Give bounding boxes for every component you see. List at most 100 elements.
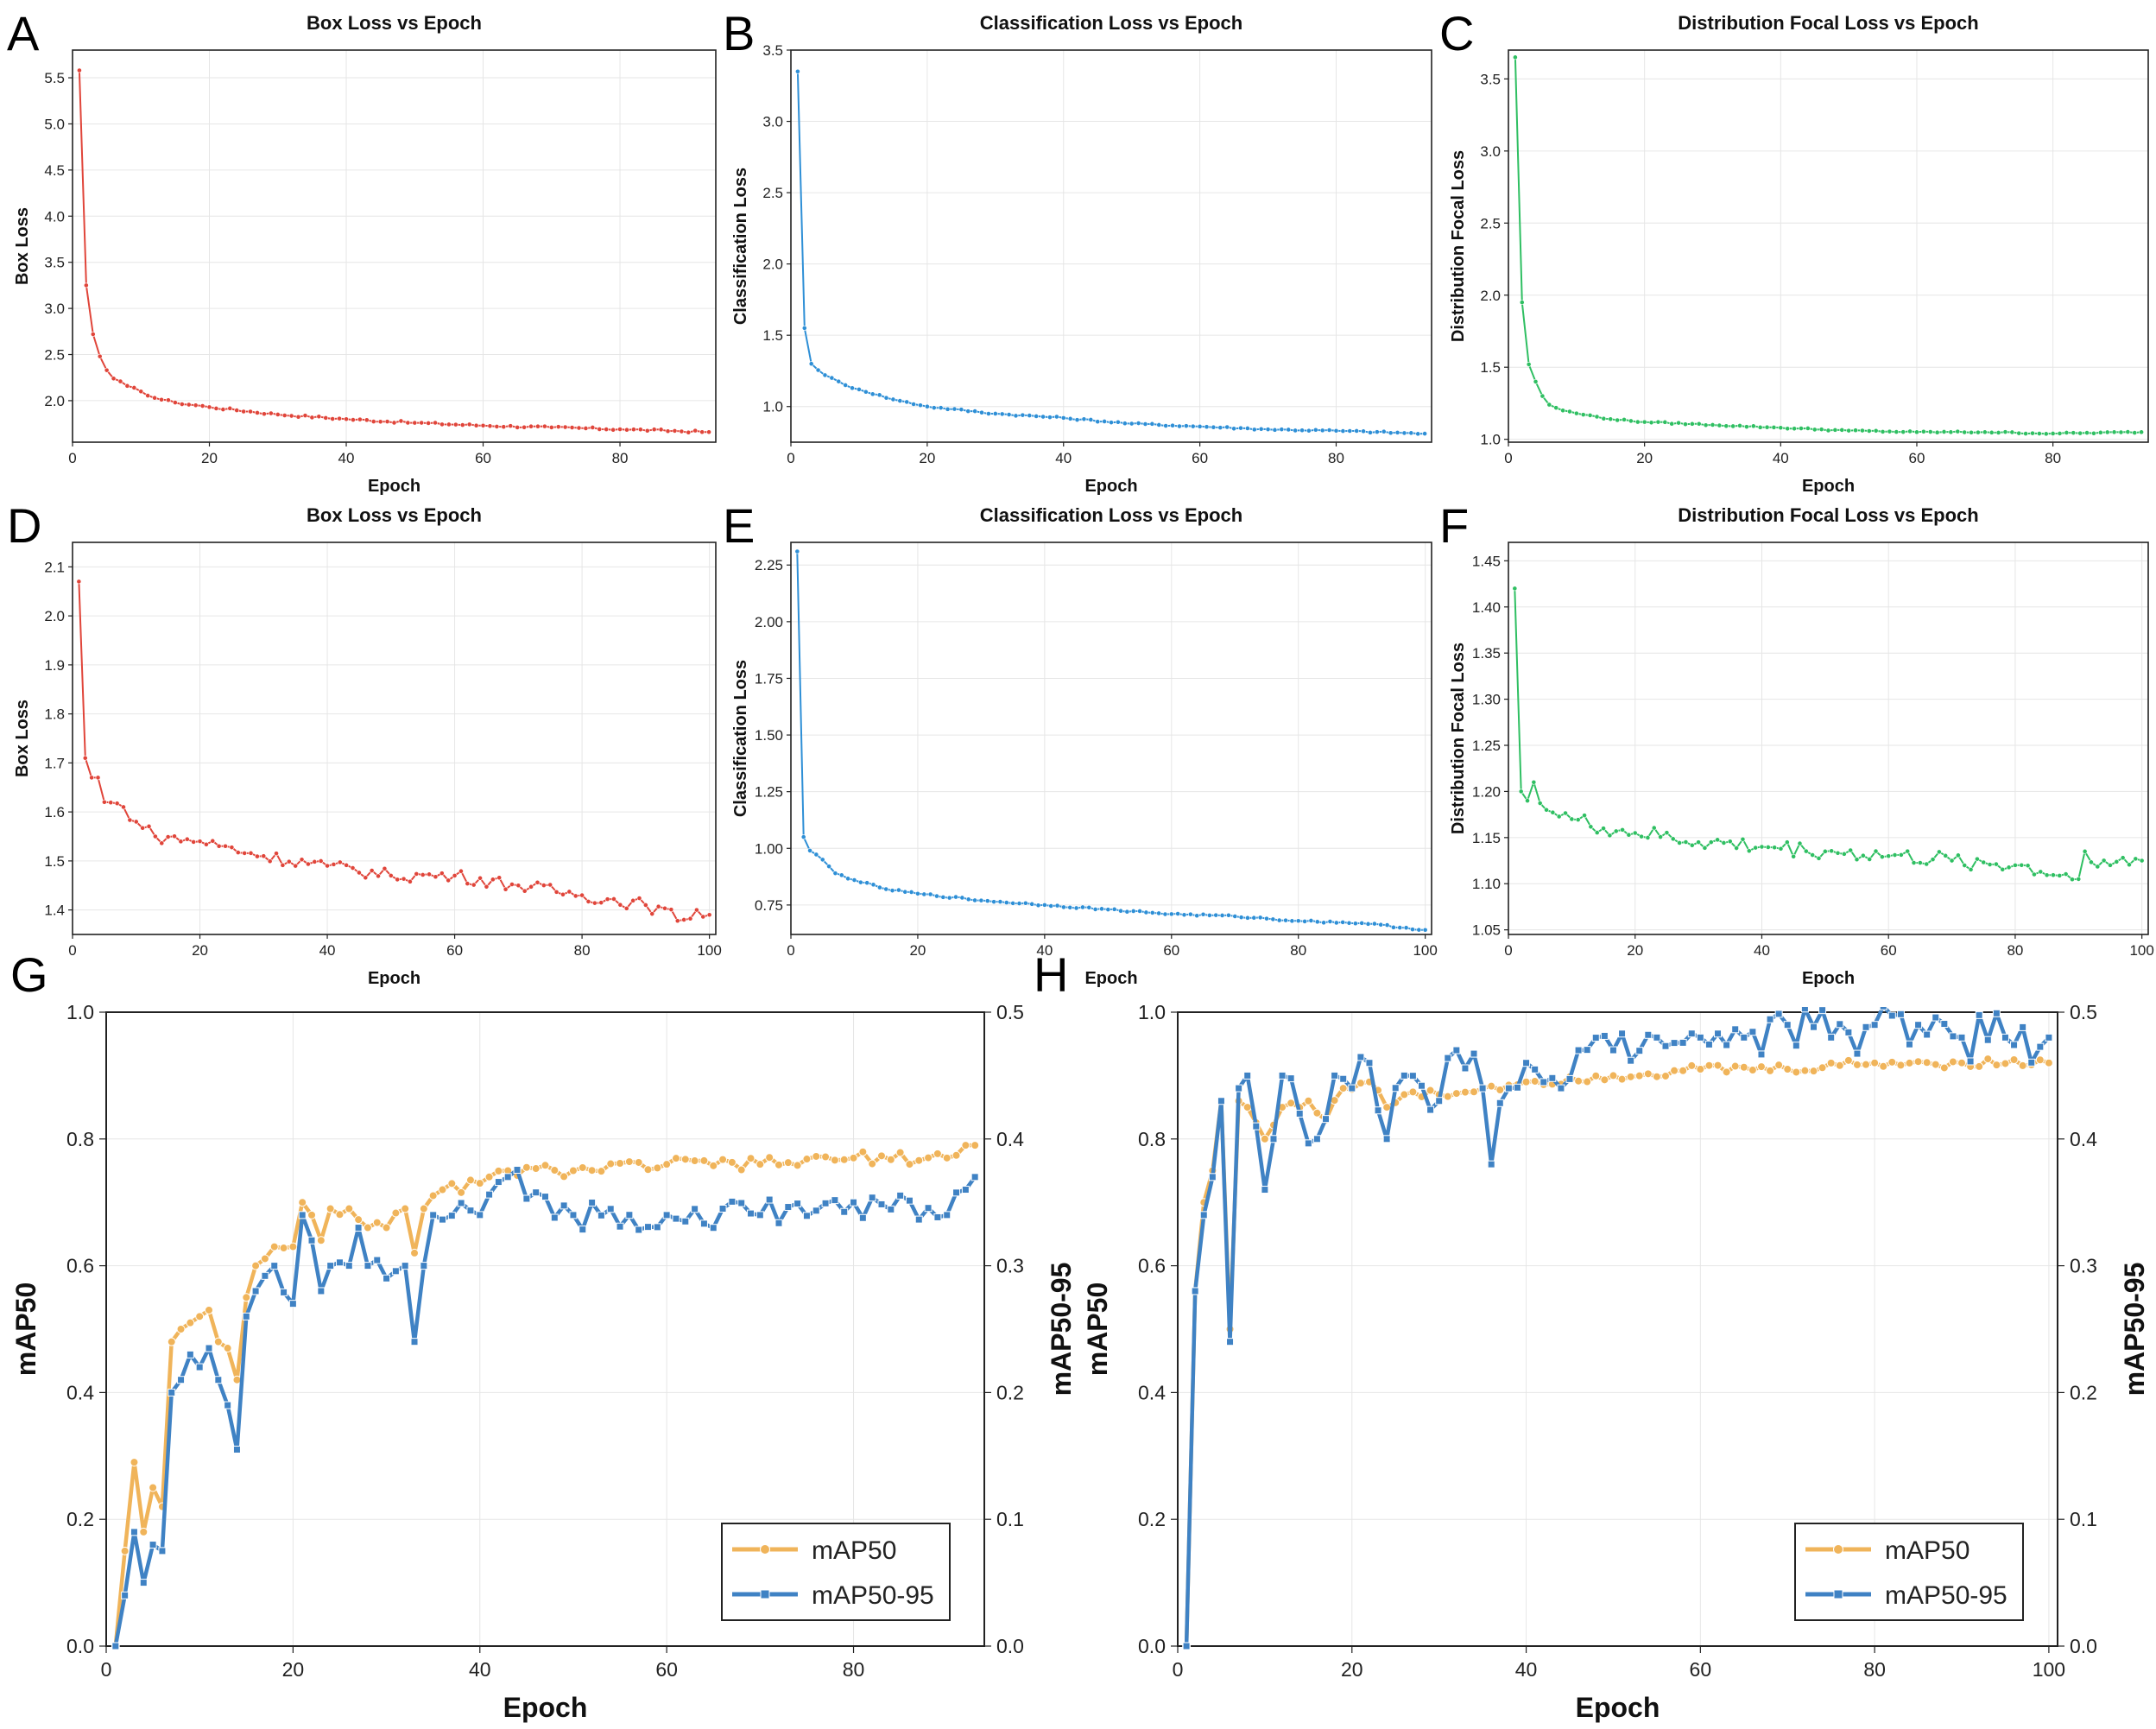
- data-point: [1238, 425, 1243, 431]
- data-point: [1521, 1077, 1531, 1086]
- data-point: [1704, 1061, 1714, 1070]
- data-point: [718, 1204, 727, 1213]
- y-tick-label: 1.0: [1138, 1001, 1166, 1023]
- data-point: [624, 1157, 634, 1167]
- chart-title: Classification Loss vs Epoch: [980, 504, 1242, 526]
- chart-title: Box Loss vs Epoch: [307, 12, 482, 34]
- y-axis-label: mAP50: [1082, 1282, 1113, 1377]
- y-tick-label: 0.6: [1138, 1255, 1166, 1277]
- data-point: [566, 889, 572, 895]
- legend-box: [721, 1523, 951, 1621]
- data-point: [808, 361, 814, 367]
- y-tick-label: 1.45: [1472, 553, 1501, 569]
- y-right-tick-label: 0.1: [996, 1508, 1024, 1530]
- data-point: [186, 1350, 194, 1358]
- x-tick-label: 80: [1863, 1658, 1886, 1681]
- x-tick-label: 60: [1192, 450, 1208, 466]
- data-point: [331, 861, 337, 867]
- data-point: [972, 897, 977, 903]
- data-point: [1922, 1058, 1932, 1067]
- series-box-loss: [77, 67, 711, 435]
- data-point: [1896, 1061, 1906, 1070]
- data-point: [1279, 427, 1285, 433]
- data-point: [351, 417, 356, 423]
- data-point: [2044, 872, 2050, 878]
- data-point: [288, 413, 294, 419]
- data-point: [911, 402, 916, 407]
- data-point: [857, 879, 863, 885]
- data-point: [316, 1236, 326, 1245]
- data-point: [1848, 847, 1854, 853]
- data-point: [1920, 428, 1926, 434]
- data-point: [1825, 428, 1831, 434]
- data-point: [569, 425, 575, 430]
- data-point: [952, 1188, 961, 1197]
- x-tick-label: 0: [1173, 1658, 1184, 1681]
- series-line: [1184, 1007, 2051, 1647]
- data-point: [1822, 848, 1828, 854]
- data-point: [1224, 424, 1230, 430]
- y-tick-label: 0.4: [66, 1381, 94, 1403]
- data-point: [547, 882, 553, 888]
- data-point: [376, 873, 381, 879]
- data-point: [1887, 1057, 1897, 1067]
- data-point: [1226, 1338, 1235, 1346]
- data-point: [337, 859, 343, 865]
- data-point: [1658, 834, 1663, 839]
- data-point: [927, 891, 933, 897]
- data-point: [260, 1254, 269, 1264]
- data-point: [1818, 427, 1824, 433]
- data-point: [108, 800, 114, 806]
- data-point: [274, 851, 279, 857]
- data-point: [1557, 1084, 1565, 1092]
- data-point: [446, 877, 452, 884]
- data-point: [651, 427, 657, 433]
- y-axis-label: Distribution Focal Loss: [1449, 150, 1468, 342]
- data-point: [1957, 1033, 1966, 1042]
- data-point: [471, 882, 477, 888]
- data-point: [1356, 1053, 1365, 1061]
- data-point: [1873, 428, 1879, 434]
- series-line: [796, 551, 1426, 931]
- data-point: [309, 415, 315, 421]
- data-point: [1765, 845, 1771, 850]
- y-right-tick-label: 0.1: [2070, 1508, 2097, 1530]
- data-point: [1617, 1074, 1627, 1084]
- data-point: [2044, 1058, 2053, 1067]
- data-point: [728, 1197, 737, 1206]
- y-tick-label: 3.0: [762, 114, 783, 130]
- data-point: [344, 416, 349, 422]
- data-point: [1829, 848, 1835, 854]
- data-point: [1913, 1057, 1923, 1067]
- y-tick-label: 1.9: [44, 657, 65, 674]
- y-tick-label: 0.6: [66, 1255, 94, 1277]
- data-point: [1886, 853, 1892, 859]
- data-point: [1660, 1071, 1670, 1080]
- data-point: [412, 420, 418, 426]
- data-point: [1408, 1072, 1417, 1080]
- data-point: [1426, 1105, 1435, 1114]
- data-point: [1627, 1056, 1635, 1065]
- data-point: [1784, 839, 1790, 846]
- data-point: [1722, 1067, 1731, 1077]
- data-point: [560, 1172, 569, 1181]
- y-axis-label: Distribution Focal Loss: [1449, 643, 1468, 834]
- data-point: [644, 1223, 653, 1232]
- data-point: [1791, 853, 1797, 859]
- data-point: [1338, 1084, 1348, 1093]
- data-point: [1451, 1089, 1461, 1099]
- data-point: [89, 775, 95, 781]
- y-tick-label: 1.50: [755, 727, 783, 744]
- data-point: [1162, 911, 1168, 917]
- data-point: [293, 863, 299, 869]
- data-point: [370, 419, 376, 424]
- data-point: [1652, 1072, 1661, 1081]
- data-point: [836, 378, 842, 384]
- data-point: [2023, 431, 2029, 436]
- data-point: [206, 404, 212, 410]
- data-point: [1382, 1135, 1391, 1143]
- data-point: [1122, 421, 1128, 427]
- data-point: [1231, 426, 1236, 432]
- data-point: [1898, 852, 1904, 858]
- data-point: [897, 398, 903, 403]
